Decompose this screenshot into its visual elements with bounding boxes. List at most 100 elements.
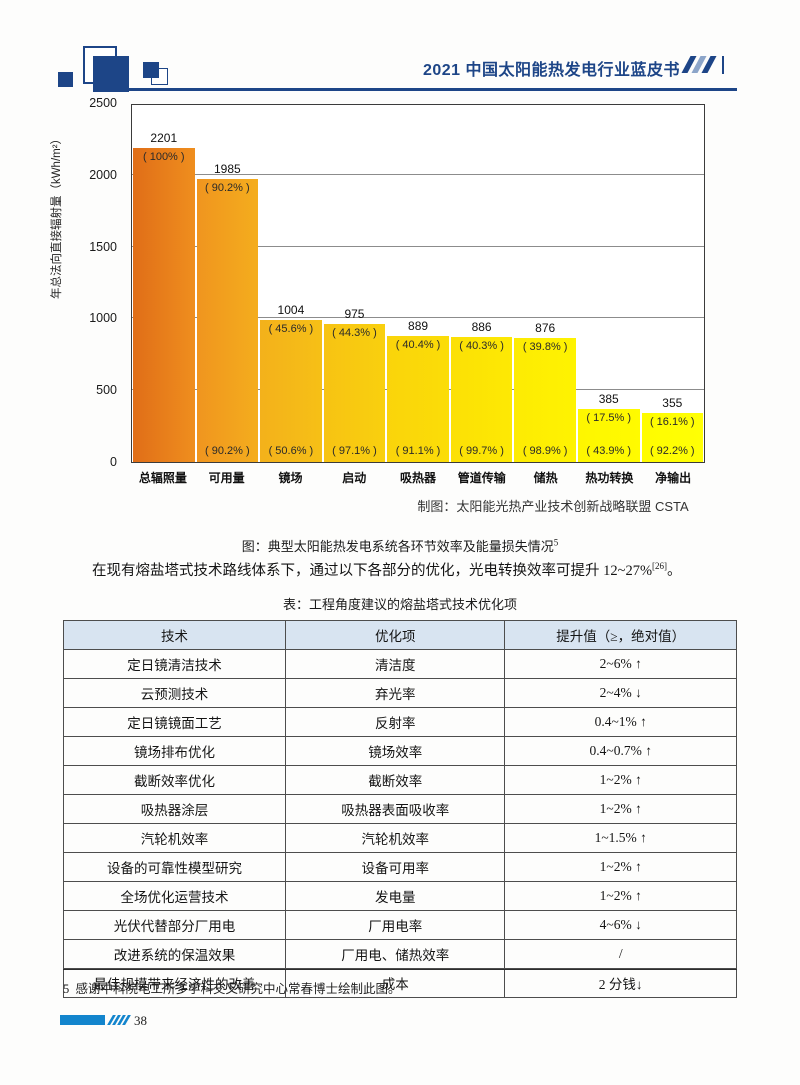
- y-axis-ticks: 0 500 1000 1500 2000 2500: [63, 96, 125, 469]
- optimization-item-cell: 发电量: [285, 881, 506, 911]
- technology-cell: 定日镜镜面工艺: [62, 707, 287, 737]
- citation-ref: [26]: [652, 561, 668, 571]
- x-category-label: 吸热器: [400, 471, 437, 485]
- technology-cell: 光伏代替部分厂用电: [62, 910, 287, 940]
- footnote-ref: 5: [553, 537, 559, 548]
- optimization-item-cell: 厂用电率: [285, 910, 506, 940]
- table-row: 全场优化运营技术 发电量 1~2% ↑: [62, 881, 737, 911]
- plot-area: 2201 ( 100% ) 1985 ( 90.2% ) ( 90.2% ) 1004 ( …: [131, 104, 705, 463]
- improvement-value-cell: 1~2% ↑: [504, 881, 737, 911]
- bar-value-label: 876: [535, 321, 556, 336]
- x-category-label: 储热: [533, 471, 558, 485]
- bar-cumulative-pct-label: ( 44.3% ): [332, 327, 377, 339]
- bar-step-pct-label: ( 99.7% ): [459, 445, 504, 457]
- improvement-value-cell: 2~4% ↓: [504, 678, 737, 708]
- bar-value-label: 1004: [277, 302, 305, 317]
- column-header-technology: 技术: [62, 620, 287, 650]
- y-tick-label: 1500: [89, 239, 117, 254]
- report-title: 2021 中国太阳能热发电行业蓝皮书: [422, 62, 680, 79]
- y-tick-label: 2000: [89, 167, 117, 182]
- y-tick-label: 0: [110, 455, 117, 469]
- technology-cell: 全场优化运营技术: [62, 881, 287, 911]
- body-paragraph: 在现有熔盐塔式技术路线体系下，通过以下各部分的优化，光电转换效率可提升 12~2…: [63, 560, 737, 583]
- improvement-value-cell: 1~2% ↑: [504, 794, 737, 824]
- improvement-value-cell: 0.4~0.7% ↑: [504, 736, 737, 766]
- bar-cumulative-pct-label: ( 16.1% ): [649, 416, 695, 429]
- x-category-label: 管道传输: [457, 471, 506, 485]
- y-tick-label: 2500: [89, 96, 117, 110]
- technology-cell: 截断效率优化: [62, 765, 287, 795]
- optimization-table: 技术 优化项 提升值（≥，绝对值） 定日镜清洁技术 清洁度 2~6% ↑ 云预测技术弃…: [62, 620, 737, 998]
- improvement-value-cell: 4~6% ↓: [504, 910, 737, 940]
- chart-bar: 886 ( 40.3% ) ( 99.7% ): [450, 320, 513, 462]
- chart-bar: 385 ( 17.5% ) ( 43.9% ): [577, 392, 640, 462]
- bar-cumulative-pct-label: ( 100% ): [142, 150, 185, 163]
- vertical-bar-icon: [721, 56, 724, 74]
- footnote-divider: [63, 969, 737, 970]
- footnote-text: 感谢中科院电工所多学科交叉研究中心常春博士绘制此图。: [75, 982, 401, 996]
- technology-cell: 设备的可靠性模型研究: [62, 852, 287, 882]
- chart-credit: 制图：太阳能光热产业技术创新战略联盟 CSTA: [417, 499, 689, 514]
- improvement-value-cell: 1~2% ↑: [504, 852, 737, 882]
- chart-bar: 355 ( 16.1% ) ( 92.2% ): [641, 396, 704, 462]
- x-category-label: 总辐照量: [138, 471, 187, 485]
- x-category-label: 镜场: [278, 471, 303, 485]
- column-header-optimization-item: 优化项: [285, 620, 506, 650]
- bar-cumulative-pct-label: ( 39.8% ): [522, 341, 568, 354]
- bar-step-pct-label: ( 97.1% ): [332, 445, 377, 457]
- table-row: 设备的可靠性模型研究 设备可用率 1~2% ↑: [62, 852, 737, 882]
- y-tick-label: 1000: [89, 311, 117, 326]
- improvement-value-cell: 1~2% ↑: [504, 765, 737, 795]
- table-row: 最佳规模带来经济性的改善 成本 2 分钱↓: [62, 968, 737, 998]
- table-header-row: 技术 优化项 提升值（≥，绝对值）: [62, 620, 737, 650]
- optimization-item-cell: 反射率: [285, 707, 506, 737]
- logo-square-small-left: [58, 72, 73, 87]
- bar-cumulative-pct-label: ( 17.5% ): [586, 411, 632, 424]
- bar-step-pct-label: ( 98.9% ): [522, 445, 568, 457]
- chart-bar: 975 ( 44.3% ) ( 97.1% ): [323, 307, 386, 462]
- x-axis-category-labels: 总辐照量 可用量 镜场 启动 吸热器 管道传输 储热 热功转换 净输出: [131, 469, 705, 486]
- technology-cell: 吸热器涂层: [62, 794, 287, 824]
- bar-value-label: 1985: [213, 161, 241, 176]
- table-row: 汽轮机效率 汽轮机效率 1~1.5% ↑: [62, 823, 737, 853]
- technology-cell: 镜场排布优化: [62, 736, 287, 766]
- x-category-label: 热功转换: [585, 471, 634, 485]
- bar-value-label: 355: [662, 396, 683, 411]
- optimization-item-cell: 清洁度: [285, 649, 506, 679]
- y-tick-label: 500: [96, 383, 117, 398]
- paragraph-period: 。: [667, 562, 682, 579]
- bar-step-pct-label: ( 50.6% ): [268, 445, 314, 457]
- bar-step-pct-label: ( 43.9% ): [586, 445, 632, 457]
- x-category-label: 启动: [342, 471, 367, 485]
- footnote: 5 感谢中科院电工所多学科交叉研究中心常春博士绘制此图。: [63, 978, 737, 997]
- bar-step-pct-label: ( 91.1% ): [395, 445, 441, 457]
- bluebook-logo-icon: [55, 44, 175, 96]
- gridline: [132, 317, 704, 319]
- improvement-value-cell: 0.4~1% ↑: [504, 707, 737, 737]
- gridline: [132, 173, 704, 175]
- improvement-value-cell: 2~6% ↑: [504, 649, 737, 679]
- table-row: 吸热器涂层 吸热器表面吸收率 1~2% ↑: [62, 794, 737, 824]
- optimization-item-cell: 汽轮机效率: [285, 823, 506, 853]
- x-category-label: 可用量: [208, 471, 245, 485]
- chart-bar: 876 ( 39.8% ) ( 98.9% ): [514, 321, 576, 462]
- bar-value-label: 385: [598, 391, 619, 406]
- x-category-label: 净输出: [655, 471, 692, 485]
- table-row: 截断效率优化 截断效率 1~2% ↑: [62, 765, 737, 795]
- optimization-item-cell: 吸热器表面吸收率: [285, 794, 506, 824]
- table-row: 镜场排布优化 镜场效率 0.4~0.7% ↑: [62, 736, 737, 766]
- optimization-item-cell: 弃光率: [285, 678, 506, 708]
- chart-bar: 1004 ( 45.6% ) ( 50.6% ): [260, 303, 322, 462]
- header-divider: [118, 88, 737, 91]
- logo-square-solid: [93, 56, 129, 92]
- bar-step-pct-label: ( 92.2% ): [649, 445, 695, 457]
- bars-container: 2201 ( 100% ) 1985 ( 90.2% ) ( 90.2% ) 1004 ( …: [132, 105, 704, 462]
- improvement-value-cell: 1~1.5% ↑: [504, 823, 737, 853]
- page-number: 38: [134, 1013, 147, 1028]
- bar-step-pct-label: ( 90.2% ): [205, 445, 250, 457]
- paragraph-text: 在现有熔盐塔式技术路线体系下，通过以下各部分的优化，光电转换效率可提升 12~2…: [92, 562, 653, 579]
- efficiency-waterfall-chart: 年总法向直接辐射量（kWh/m²） 0 500 1000 1500 2000 2500 2…: [51, 96, 737, 531]
- chart-bar: 1985 ( 90.2% ) ( 90.2% ): [196, 162, 259, 462]
- technology-cell: 最佳规模带来经济性的改善: [62, 968, 287, 998]
